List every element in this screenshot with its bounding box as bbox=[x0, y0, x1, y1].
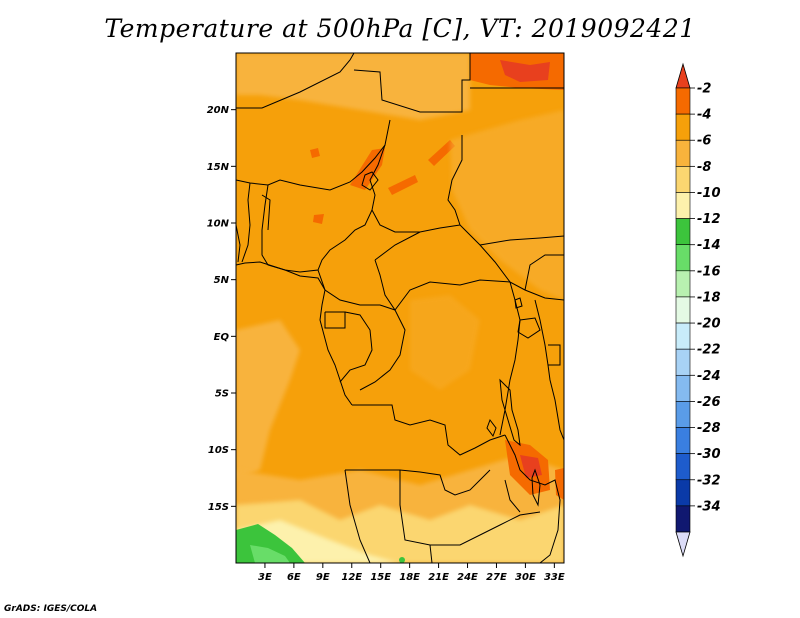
colorbar-swatch bbox=[675, 479, 691, 507]
colorbar-swatch bbox=[675, 113, 691, 141]
lat-tick-label: 20N bbox=[207, 105, 230, 116]
colorbar-label: -12 bbox=[697, 212, 721, 227]
colorbar-label: -16 bbox=[697, 264, 721, 279]
colorbar-label: -8 bbox=[697, 160, 711, 175]
colorbar-swatch bbox=[675, 192, 691, 219]
hot-dot-1 bbox=[310, 148, 320, 158]
colorbar-swatch bbox=[675, 218, 691, 246]
colorbar-label: -30 bbox=[697, 447, 721, 462]
lat-tick-label: 15S bbox=[208, 502, 229, 513]
lon-tick-label: 30E bbox=[515, 572, 536, 583]
colorbar-label: -32 bbox=[697, 473, 721, 488]
country-borders bbox=[236, 53, 564, 563]
colorbar-swatch bbox=[675, 87, 691, 115]
colorbar-label: -20 bbox=[697, 317, 721, 332]
colorbar-label: -14 bbox=[697, 238, 721, 253]
very-hot-se bbox=[520, 455, 542, 478]
lat-tick-label: 10N bbox=[207, 219, 230, 230]
lon-tick-label: 12E bbox=[341, 572, 362, 583]
colorbar-label: -22 bbox=[697, 343, 721, 358]
colorbar-label: -18 bbox=[697, 290, 721, 305]
colorbar-swatch bbox=[675, 139, 691, 167]
colorbar-swatch bbox=[675, 401, 691, 428]
chart-title: Temperature at 500hPa [C], VT: 201909242… bbox=[104, 14, 696, 43]
temperature-field bbox=[236, 53, 564, 563]
hot-streak-1 bbox=[388, 175, 418, 195]
very-hot-ne bbox=[500, 60, 550, 82]
lon-tick-label: 18E bbox=[399, 572, 420, 583]
colorbar-swatch bbox=[675, 166, 691, 193]
colorbar-label: -34 bbox=[697, 499, 721, 514]
hot-dot-2 bbox=[313, 214, 324, 224]
warm-band-north bbox=[236, 53, 470, 120]
east-light-region bbox=[450, 110, 564, 300]
lon-tick-label: 33E bbox=[544, 572, 565, 583]
lon-tick-label: 24E bbox=[457, 572, 478, 583]
colorbar-top-arrow bbox=[675, 62, 691, 89]
lon-tick-label: 27E bbox=[486, 572, 507, 583]
colorbar-swatch bbox=[675, 505, 691, 533]
colorbar-swatch bbox=[675, 270, 691, 298]
colorbar-label: -28 bbox=[697, 421, 721, 436]
hot-streak-lake-chad bbox=[350, 148, 385, 190]
hot-streak-2 bbox=[428, 140, 455, 166]
colorbar-label: -4 bbox=[697, 108, 711, 123]
grads-credit: GrADS: IGES/COLA bbox=[4, 604, 98, 614]
colorbar-label: -26 bbox=[697, 395, 721, 410]
lon-tick-label: 3E bbox=[258, 572, 272, 583]
colorbar-swatch bbox=[675, 374, 691, 402]
colorbar-label: -2 bbox=[697, 82, 711, 97]
lon-tick-label: 15E bbox=[370, 572, 391, 583]
west-coast-band bbox=[236, 320, 300, 480]
colorbar-label: -10 bbox=[697, 186, 721, 201]
colorbar-swatch bbox=[675, 322, 691, 350]
lat-tick-label: 10S bbox=[208, 445, 229, 456]
lon-tick-label: 6E bbox=[287, 572, 301, 583]
lon-tick-label: 9E bbox=[316, 572, 330, 583]
colorbar-label: -24 bbox=[697, 369, 721, 384]
longitude-axis: 3E 6E 9E 12E 15E 18E 21E 24E 27E 30E 33E bbox=[258, 563, 565, 583]
colorbar-label: -6 bbox=[697, 134, 711, 149]
central-light-region bbox=[410, 295, 480, 390]
colorbar-swatch bbox=[675, 427, 691, 454]
colorbar-swatch bbox=[675, 453, 691, 481]
colorbar: -2 -4 -6 -8 -10 -12 -14 -16 -18 -20 -22 -24 -26 -28 -3… bbox=[675, 62, 721, 558]
colorbar-swatch bbox=[675, 296, 691, 324]
cold-spot-south bbox=[399, 557, 405, 563]
latitude-axis: 20N 15N 10N 5N EQ 5S 10S 15S bbox=[207, 105, 236, 513]
colorbar-swatch bbox=[675, 244, 691, 272]
lat-tick-label: 5N bbox=[214, 275, 230, 286]
colorbar-swatch bbox=[675, 348, 691, 376]
hot-region-east-edge bbox=[555, 468, 564, 500]
lon-tick-label: 21E bbox=[428, 572, 449, 583]
lat-tick-label: EQ bbox=[214, 332, 230, 343]
lat-tick-label: 15N bbox=[207, 162, 230, 173]
map-frame bbox=[235, 52, 565, 564]
colorbar-bottom-arrow bbox=[675, 531, 691, 558]
lat-tick-label: 5S bbox=[215, 389, 229, 400]
cold-patch-inner bbox=[250, 545, 290, 563]
